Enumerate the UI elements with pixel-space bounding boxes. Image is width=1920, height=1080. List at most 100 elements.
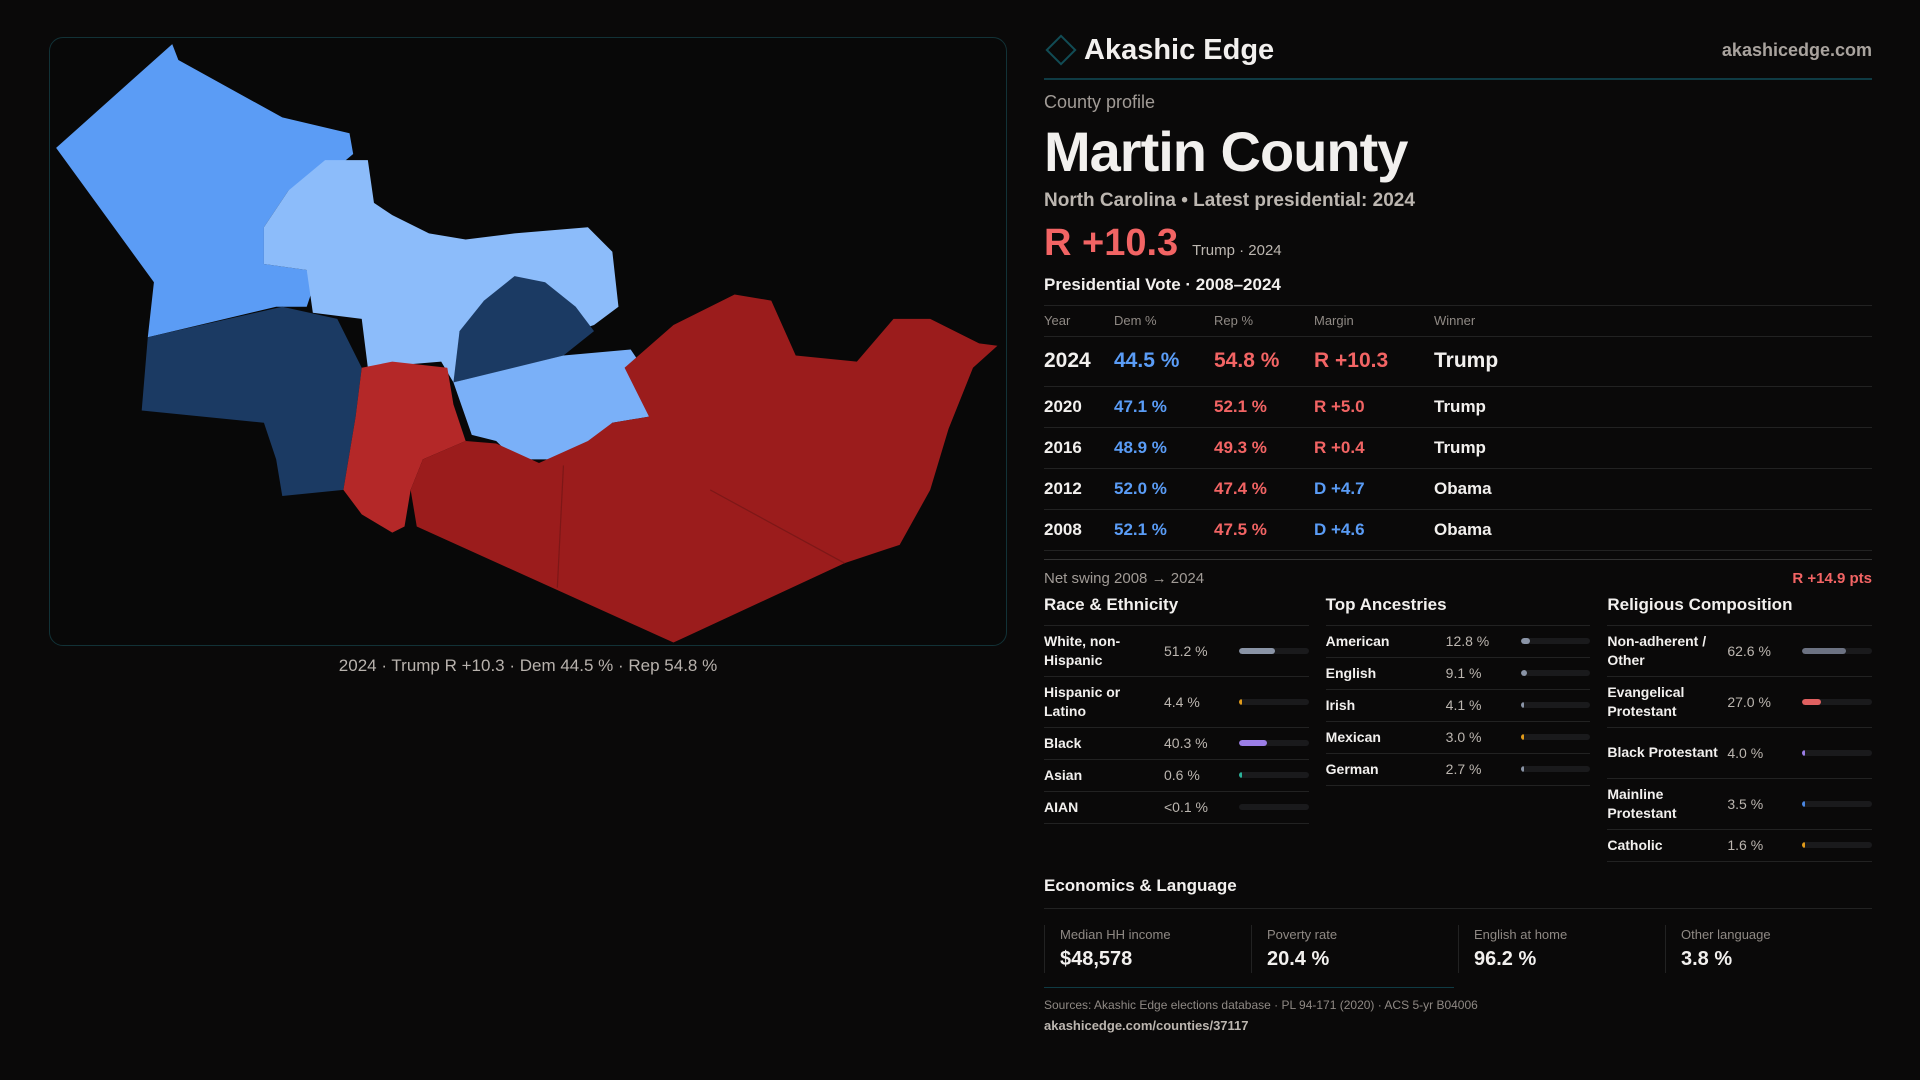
precinct-nw[interactable]: [56, 44, 354, 338]
table-row: 2020 47.1 % 52.1 % R +5.0 Trump: [1044, 386, 1872, 428]
ancestry-row: English 9.1 %: [1325, 658, 1591, 690]
margin-note: Trump · 2024: [1192, 242, 1282, 259]
share-bar: [1239, 698, 1309, 705]
share-bar: [1520, 670, 1591, 676]
precinct-east[interactable]: [410, 294, 998, 643]
brand-name: Akashic Edge: [1084, 33, 1275, 66]
cell-dem: 44.5 %: [1114, 336, 1214, 387]
stat-card-poverty: Poverty rate 20.4 %: [1251, 924, 1458, 973]
cell-dem: 52.0 %: [1114, 468, 1214, 510]
cell-winner: Obama: [1434, 509, 1872, 551]
swing-label: Net swing 2008 → 2024: [1044, 569, 1205, 587]
row-percent: 62.6 %: [1727, 642, 1771, 659]
row-percent: 4.0 %: [1727, 744, 1764, 761]
cell-year: 2012: [1044, 468, 1114, 510]
header: Akashic Edge akashicedge.com: [1044, 28, 1872, 80]
race-row: Asian 0.6 %: [1044, 760, 1309, 792]
share-bar-fill: [1802, 842, 1806, 848]
cell-year: 2024: [1044, 336, 1114, 387]
share-bar: [1239, 740, 1309, 746]
net-swing: Net swing 2008 → 2024 R +14.9 pts: [1044, 558, 1872, 587]
table-row: 2024 44.5 % 54.8 % R +10.3 Trump: [1044, 336, 1872, 387]
cell-rep: 49.3 %: [1214, 427, 1314, 469]
row-label: English: [1325, 664, 1377, 681]
precinct-west[interactable]: [141, 306, 362, 496]
share-bar: [1520, 702, 1591, 708]
race-section: Race & Ethnicity White, non-Hispanic 51.2 …: [1044, 595, 1309, 862]
site-link[interactable]: akashicedge.com: [1721, 39, 1872, 60]
margin-value: R +10.3: [1044, 222, 1179, 264]
row-label: Black: [1044, 734, 1082, 751]
religion-section: Religious Composition Non-adherent / Othe…: [1607, 595, 1873, 862]
stat-value: 96.2 %: [1474, 947, 1537, 970]
cell-margin: D +4.6: [1314, 509, 1434, 551]
swing-value: R +14.9 pts: [1792, 569, 1872, 587]
cell-winner: Obama: [1434, 468, 1872, 510]
share-bar-fill: [1802, 800, 1806, 807]
row-percent: 27.0 %: [1727, 693, 1771, 710]
stat-card-english: English at home 96.2 %: [1458, 924, 1665, 973]
cell-margin: D +4.7: [1314, 468, 1434, 510]
share-bar: [1520, 638, 1591, 644]
cell-dem: 48.9 %: [1114, 427, 1214, 469]
share-bar-fill: [1520, 766, 1524, 772]
county-panel: Akashic Edge akashicedge.com County prof…: [1044, 28, 1873, 1033]
col-margin: Margin: [1314, 306, 1434, 337]
stat-label: Other language: [1681, 926, 1771, 942]
cell-margin: R +5.0: [1314, 386, 1434, 428]
table-row: 2008 52.1 % 47.5 % D +4.6 Obama: [1044, 509, 1872, 551]
share-bar: [1520, 766, 1591, 772]
row-label: German: [1325, 760, 1379, 777]
race-title: Race & Ethnicity: [1044, 595, 1309, 626]
share-bar-fill: [1520, 734, 1524, 740]
headline-margin: R +10.3 Trump · 2024: [1044, 222, 1872, 265]
col-winner: Winner: [1434, 306, 1872, 337]
stat-label: Median HH income: [1060, 926, 1171, 942]
cell-winner: Trump: [1434, 386, 1872, 428]
stat-value: 20.4 %: [1267, 947, 1330, 970]
row-label: American: [1325, 632, 1390, 649]
row-percent: 0.6 %: [1164, 767, 1200, 783]
row-percent: 4.4 %: [1164, 693, 1200, 710]
share-bar: [1520, 734, 1591, 740]
cell-rep: 52.1 %: [1214, 386, 1314, 428]
row-label: Mainline Protestant: [1607, 785, 1677, 821]
religion-row: Non-adherent / Other 62.6 %: [1607, 626, 1873, 677]
ancestry-row: Irish 4.1 %: [1325, 690, 1591, 722]
col-rep: Rep %: [1214, 306, 1314, 337]
cell-rep: 54.8 %: [1214, 336, 1314, 387]
row-label: Mexican: [1325, 728, 1381, 745]
share-bar-fill: [1239, 740, 1268, 746]
row-percent: 9.1 %: [1445, 665, 1482, 681]
race-row: Hispanic or Latino 4.4 %: [1044, 677, 1309, 728]
cell-year: 2020: [1044, 386, 1114, 428]
row-label: Catholic: [1607, 836, 1663, 853]
share-bar-fill: [1520, 670, 1527, 676]
map-caption: 2024 · Trump R +10.3 · Dem 44.5 % · Rep …: [338, 656, 718, 675]
row-label: Irish: [1325, 696, 1356, 713]
share-bar: [1802, 647, 1873, 654]
share-bar-fill: [1239, 698, 1243, 705]
share-bar: [1802, 842, 1873, 848]
page-title: Martin County: [1044, 120, 1408, 183]
share-bar: [1802, 749, 1873, 756]
county-map[interactable]: [49, 37, 1007, 646]
cell-dem: 47.1 %: [1114, 386, 1214, 428]
share-bar: [1802, 800, 1873, 807]
diamond-logo-icon: [1045, 34, 1077, 66]
cell-year: 2008: [1044, 509, 1114, 551]
religion-row: Catholic 1.6 %: [1607, 830, 1873, 862]
stat-value: 3.8 %: [1681, 947, 1733, 970]
cell-dem: 52.1 %: [1114, 509, 1214, 551]
share-bar: [1802, 698, 1873, 705]
row-label: Non-adherent / Other: [1607, 632, 1707, 668]
row-percent: 3.5 %: [1727, 795, 1764, 812]
share-bar: [1239, 804, 1309, 810]
precinct-north-center[interactable]: [453, 276, 595, 383]
precinct-southwest[interactable]: [343, 361, 466, 533]
share-bar: [1239, 647, 1309, 654]
cell-margin: R +0.4: [1314, 427, 1434, 469]
share-bar-fill: [1802, 698, 1822, 705]
ancestry-row: American 12.8 %: [1325, 626, 1591, 658]
county-url[interactable]: akashicedge.com/counties/37117: [1044, 1017, 1249, 1033]
